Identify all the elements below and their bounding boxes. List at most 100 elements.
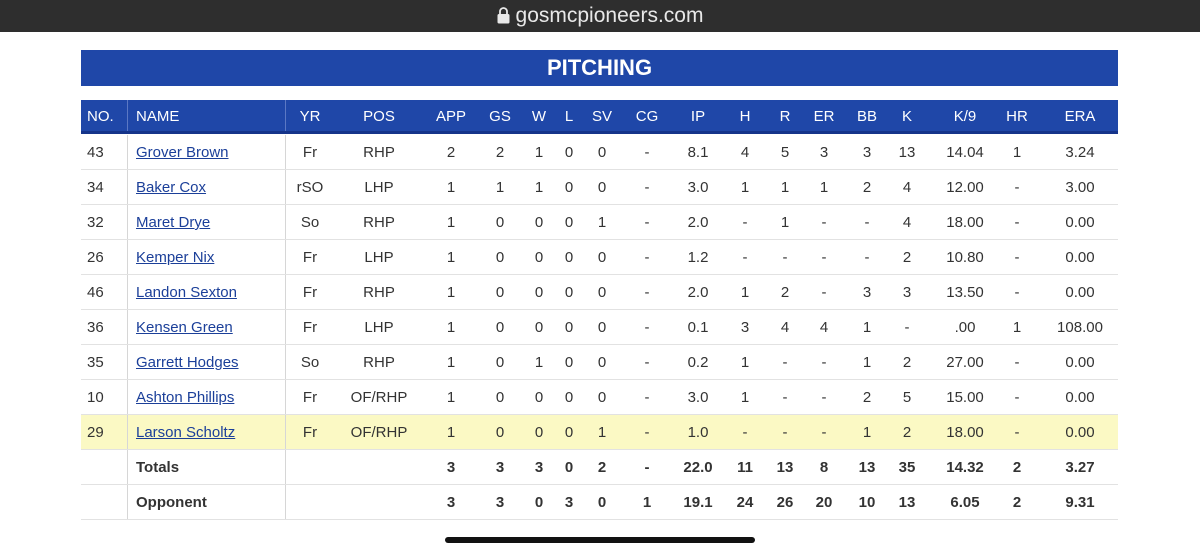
player-link[interactable]: Kemper Nix	[136, 249, 215, 266]
column-header: K/9	[953, 108, 977, 125]
stat-cell: -	[782, 354, 788, 371]
player-link[interactable]: Kensen Green	[136, 319, 233, 336]
stat-cell: 0	[597, 354, 607, 371]
stat-cell: 2.0	[687, 214, 709, 231]
stat-cell: -	[821, 354, 827, 371]
stat-cell: 2	[1012, 494, 1022, 511]
column-divider	[285, 170, 286, 204]
stat-cell: -	[821, 424, 827, 441]
stat-cell: 20	[815, 494, 833, 511]
stat-cell: 18.00	[946, 214, 984, 231]
stat-cell: 2	[902, 424, 912, 441]
column-divider	[127, 450, 128, 484]
stat-cell: 1	[446, 249, 456, 266]
column-header: K	[901, 108, 913, 125]
stat-cell: 1	[780, 179, 790, 196]
stat-cell: 1	[495, 179, 505, 196]
column-divider	[127, 310, 128, 344]
stat-cell: 4	[819, 319, 829, 336]
stat-cell: -	[644, 179, 650, 196]
stat-cell: 22.0	[683, 459, 713, 476]
column-divider	[285, 380, 286, 414]
stat-cell: 0	[564, 459, 574, 476]
stat-cell: 1	[446, 179, 456, 196]
jersey-number: 29	[87, 424, 104, 441]
stat-cell: -	[1014, 354, 1020, 371]
player-link[interactable]: Garrett Hodges	[136, 354, 239, 371]
column-divider	[127, 275, 128, 309]
stat-cell: -	[821, 284, 827, 301]
stat-cell: 0	[564, 179, 574, 196]
stat-cell: -	[644, 389, 650, 406]
stat-cell: 1	[534, 354, 544, 371]
stat-cell: 3.27	[1065, 459, 1095, 476]
stat-cell: 0.00	[1065, 424, 1095, 441]
year: Fr	[302, 249, 318, 266]
stat-cell: 15.00	[946, 389, 984, 406]
player-link[interactable]: Grover Brown	[136, 144, 229, 161]
player-link[interactable]: Ashton Phillips	[136, 389, 235, 406]
year: Fr	[302, 284, 318, 301]
column-divider	[127, 100, 128, 131]
stat-cell: 0	[534, 319, 544, 336]
stat-cell: 2	[780, 284, 790, 301]
stat-cell: 8	[819, 459, 829, 476]
player-link[interactable]: Maret Drye	[136, 214, 211, 231]
stat-cell: 0.00	[1065, 389, 1095, 406]
column-divider	[285, 450, 286, 484]
stat-cell: 0	[534, 494, 544, 511]
stat-cell: 13	[898, 144, 916, 161]
totals-row: Totals 3 3 3 0 2 - 22.0 11 13 8 13 35 14.32 2 3.27	[81, 450, 1118, 485]
stat-cell: 0	[564, 389, 574, 406]
stat-cell: 2	[1012, 459, 1022, 476]
stat-cell: 0.00	[1065, 249, 1095, 266]
stat-cell: 4	[902, 214, 912, 231]
player-link[interactable]: Landon Sexton	[136, 284, 237, 301]
column-divider	[127, 380, 128, 414]
stat-cell: 1.2	[687, 249, 709, 266]
stat-cell: 35	[898, 459, 916, 476]
stat-cell: 2	[446, 144, 456, 161]
header-row: NO. NAME YR POS APP GS W L SV CG IP H R ER BB K K/9 HR ERA	[81, 100, 1118, 134]
stat-cell: 0	[495, 284, 505, 301]
stat-cell: 4	[780, 319, 790, 336]
stat-cell: 1	[740, 354, 750, 371]
stat-cell: 13	[776, 459, 794, 476]
year: Fr	[302, 389, 318, 406]
player-link[interactable]: Baker Cox	[136, 179, 207, 196]
stat-cell: .00	[954, 319, 976, 336]
position: RHP	[363, 214, 395, 231]
year: rSO	[296, 179, 324, 196]
stat-cell: 1	[1012, 144, 1022, 161]
position: RHP	[363, 284, 395, 301]
position: LHP	[364, 179, 394, 196]
year: Fr	[302, 424, 318, 441]
stat-cell: 5	[780, 144, 790, 161]
column-header: R	[779, 108, 791, 125]
column-divider	[127, 135, 128, 169]
stat-cell: 2	[495, 144, 505, 161]
column-header: NO.	[87, 108, 114, 125]
stat-cell: 2	[862, 179, 872, 196]
stat-cell: 19.1	[683, 494, 713, 511]
stat-cell: -	[821, 389, 827, 406]
column-divider	[127, 240, 128, 274]
column-divider	[285, 135, 286, 169]
player-row: 46 Landon Sexton Fr RHP 1 0 0 0 0 - 2.0 1 2 - 3 3 13.50 -…	[81, 275, 1118, 310]
stat-cell: 1	[642, 494, 652, 511]
url-bar[interactable]: gosmcpioneers.com	[0, 4, 1200, 28]
jersey-number: 26	[87, 249, 104, 266]
column-divider	[285, 345, 286, 379]
stat-cell: 0	[597, 179, 607, 196]
stat-cell: 0	[564, 354, 574, 371]
stat-cell: 0	[564, 424, 574, 441]
stat-cell: 18.00	[946, 424, 984, 441]
stat-cell: -	[1014, 249, 1020, 266]
stat-cell: 3	[495, 494, 505, 511]
jersey-number: 43	[87, 144, 104, 161]
player-link[interactable]: Larson Scholtz	[136, 424, 236, 441]
player-row: 34 Baker Cox rSO LHP 1 1 1 0 0 - 3.0 1 1 1 2 4 12.00 - 3.0…	[81, 170, 1118, 205]
stat-cell: -	[1014, 284, 1020, 301]
position: RHP	[363, 354, 395, 371]
stat-cell: 2	[902, 249, 912, 266]
